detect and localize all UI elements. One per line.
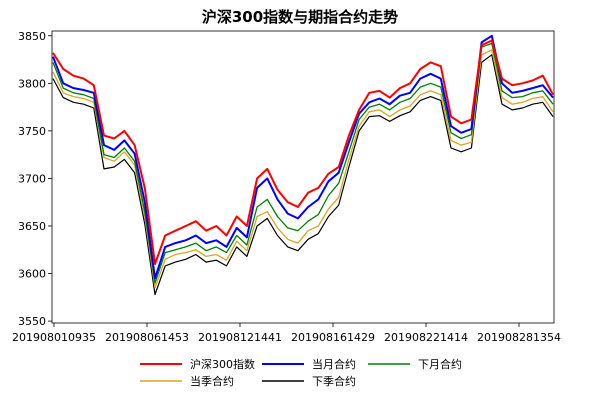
legend-label-index: 沪深300指数 [190, 357, 255, 371]
x-tick-label: 201908121441 [198, 331, 282, 344]
x-axis: 201908010935 201908061453 201908121441 2019… [12, 323, 561, 344]
x-tick-label: 201908221414 [384, 331, 468, 344]
series-layer [52, 34, 554, 296]
x-tick-label: 201908010935 [12, 331, 96, 344]
series-line-3 [52, 49, 554, 289]
legend-label-current-month: 当月合约 [312, 357, 356, 371]
y-tick-label: 3850 [18, 30, 46, 43]
series-line-2 [52, 42, 554, 284]
legend-label-current-quarter: 当季合约 [190, 374, 234, 388]
plot-area-frame [51, 30, 555, 324]
series-line-1 [52, 34, 554, 280]
series-line-0 [52, 39, 554, 265]
x-tick-label: 201908161429 [291, 331, 375, 344]
y-tick-label: 3550 [18, 315, 46, 328]
legend-label-next-month: 下月合约 [418, 357, 462, 371]
y-tick-label: 3600 [18, 268, 46, 281]
legend-label-next-quarter: 下季合约 [312, 374, 356, 388]
y-tick-label: 3750 [18, 125, 46, 138]
x-tick-label: 201908281354 [477, 331, 561, 344]
y-axis: 3550 3600 3650 3700 3750 3800 3850 [18, 30, 52, 328]
x-tick-label: 201908061453 [105, 331, 189, 344]
series-line-4 [52, 54, 554, 296]
y-tick-label: 3800 [18, 77, 46, 90]
legend: 沪深300指数 当月合约 下月合约 当季合约 下季合约 [140, 357, 462, 388]
chart-title: 沪深300指数与期指合约走势 [202, 8, 398, 26]
y-tick-label: 3700 [18, 172, 46, 185]
y-tick-label: 3650 [18, 220, 46, 233]
